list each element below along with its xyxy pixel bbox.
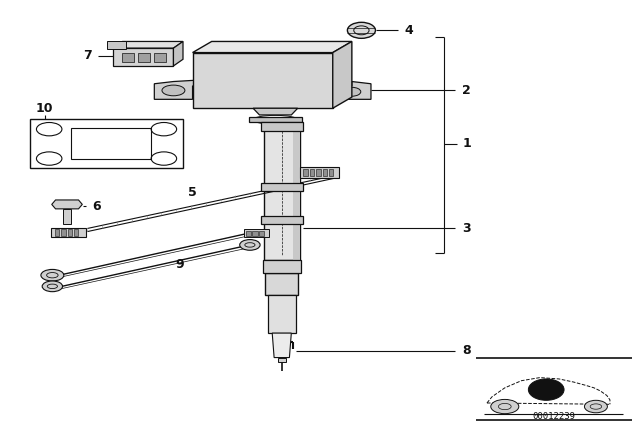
Bar (30, 119, 183, 168)
Polygon shape (154, 79, 212, 99)
Polygon shape (106, 42, 125, 49)
Bar (300, 168, 339, 178)
Ellipse shape (343, 87, 361, 96)
Polygon shape (193, 52, 333, 108)
Bar (61, 229, 66, 236)
Polygon shape (173, 42, 183, 66)
Bar (262, 260, 301, 273)
Bar (329, 169, 333, 177)
Text: 5: 5 (188, 186, 197, 199)
Ellipse shape (584, 401, 607, 413)
Text: 10: 10 (36, 102, 54, 115)
Bar (122, 52, 134, 62)
Text: 6: 6 (93, 200, 101, 213)
Bar (63, 209, 72, 224)
Bar (154, 52, 166, 62)
Bar (260, 122, 303, 130)
Polygon shape (333, 82, 371, 99)
Bar (246, 231, 251, 236)
Ellipse shape (240, 240, 260, 250)
Bar (278, 358, 285, 362)
Polygon shape (333, 42, 352, 108)
Text: 3: 3 (462, 222, 471, 235)
Polygon shape (253, 108, 298, 115)
Bar (244, 229, 269, 237)
Bar (316, 169, 321, 177)
Text: 9: 9 (175, 258, 184, 271)
Polygon shape (248, 117, 302, 122)
Ellipse shape (529, 379, 564, 401)
Ellipse shape (42, 281, 63, 292)
Bar (260, 216, 303, 224)
Text: 00012239: 00012239 (532, 412, 575, 421)
Bar (259, 231, 264, 236)
Bar (323, 169, 327, 177)
Ellipse shape (269, 261, 294, 271)
Bar (264, 122, 300, 260)
Bar (51, 228, 86, 237)
Text: 2: 2 (462, 84, 471, 97)
Bar (72, 128, 151, 159)
Bar (265, 273, 298, 295)
Text: 8: 8 (462, 345, 471, 358)
Polygon shape (113, 48, 173, 66)
Bar (268, 295, 296, 333)
Bar (252, 231, 257, 236)
Bar (68, 229, 72, 236)
Bar (55, 229, 60, 236)
Bar (303, 169, 308, 177)
Polygon shape (193, 42, 352, 52)
Text: 7: 7 (83, 49, 92, 62)
Ellipse shape (348, 22, 376, 39)
Bar (138, 52, 150, 62)
Bar (74, 229, 79, 236)
Ellipse shape (41, 269, 64, 281)
Text: 1: 1 (462, 138, 471, 151)
Bar (310, 169, 314, 177)
Text: 4: 4 (405, 24, 413, 37)
Ellipse shape (162, 85, 185, 96)
Bar (293, 122, 300, 260)
Bar (260, 183, 303, 190)
Polygon shape (113, 42, 183, 48)
Polygon shape (52, 200, 83, 209)
Ellipse shape (491, 400, 519, 414)
Ellipse shape (60, 200, 75, 208)
Polygon shape (272, 333, 291, 358)
